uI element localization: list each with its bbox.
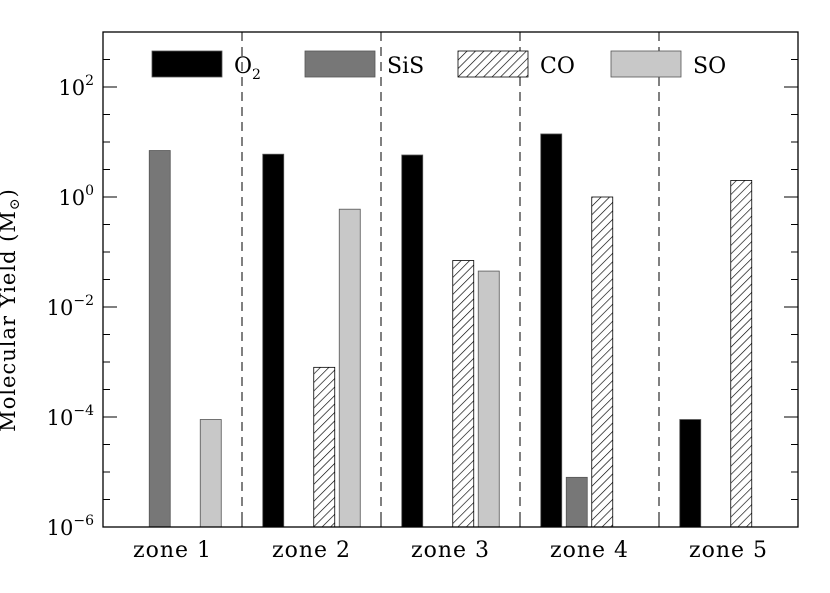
y-tick-label: 10−4	[47, 403, 94, 430]
y-tick-label: 100	[58, 183, 94, 210]
legend-swatch-o2	[151, 50, 223, 78]
bar-so-zone-1	[199, 419, 222, 528]
legend-label-o2: O2	[234, 54, 261, 83]
bar-o2-zone-3	[401, 154, 424, 528]
legend-label-sis: SiS	[387, 54, 424, 79]
bar-so-zone-3	[477, 270, 500, 528]
bar-co-zone-5	[730, 180, 753, 528]
legend-swatch-sis	[304, 50, 376, 78]
bar-o2-zone-2	[262, 153, 285, 528]
x-label-zone-4: zone 4	[550, 538, 629, 563]
y-tick-labels: 10−6 10−4 10−2 100 102	[47, 73, 94, 540]
bar-so-zone-2	[338, 208, 361, 528]
legend-swatch-so	[610, 50, 682, 78]
x-label-zone-5: zone 5	[689, 538, 768, 563]
bar-co-zone-4	[591, 196, 614, 528]
bar-co-zone-2	[313, 366, 336, 528]
axis-ticks	[103, 31, 798, 528]
y-tick-label: 10−6	[47, 513, 94, 540]
x-label-zone-2: zone 2	[272, 538, 351, 563]
bar-o2-zone-4	[540, 133, 563, 528]
bar-sis-zone-4	[565, 476, 588, 528]
zone-separators	[241, 32, 660, 527]
bar-o2-zone-5	[679, 419, 702, 528]
y-tick-label: 102	[58, 73, 94, 100]
x-label-zone-1: zone 1	[133, 538, 212, 563]
legend-swatch-co	[457, 50, 529, 78]
legend-label-so: SO	[693, 54, 726, 79]
y-tick-label: 10−2	[47, 293, 94, 320]
legend-label-co: CO	[540, 54, 575, 79]
bar-co-zone-3	[452, 260, 475, 528]
bar-sis-zone-1	[148, 150, 171, 528]
y-axis-label: Molecular Yield (M⊙)	[0, 188, 23, 432]
y-axis-label-subscript: ⊙	[7, 197, 23, 210]
legend: O2 SiS CO SO	[151, 50, 726, 83]
x-tick-labels: zone 1 zone 2 zone 3 zone 4 zone 5	[133, 538, 768, 563]
x-label-zone-3: zone 3	[411, 538, 490, 563]
bars-layer	[148, 133, 753, 528]
